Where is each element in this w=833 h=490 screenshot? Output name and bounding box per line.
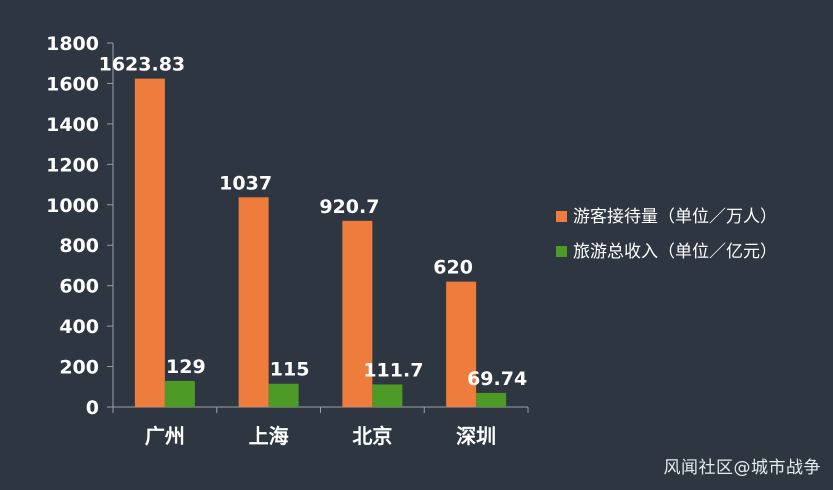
data-label: 920.7 — [319, 196, 379, 218]
data-label: 129 — [166, 356, 206, 378]
legend-label: 游客接待量（单位／万人） — [573, 207, 777, 227]
y-tick-label: 1000 — [46, 195, 99, 217]
y-tick-label: 600 — [59, 276, 99, 298]
data-label: 1037 — [219, 172, 272, 194]
y-tick-label: 1400 — [46, 114, 99, 136]
watermark: 风闻社区@城市战争 — [663, 458, 821, 478]
data-label: 69.74 — [467, 368, 527, 390]
bar-revenue — [164, 380, 195, 407]
data-label: 620 — [433, 257, 473, 279]
bar-revenue — [372, 384, 403, 407]
y-tick-label: 0 — [86, 397, 99, 419]
bar-visitors — [342, 220, 373, 407]
bar-visitors — [134, 78, 165, 407]
x-category-label: 上海 — [249, 424, 289, 448]
y-axis: 0 200 400 600 800 1000 1200 1400 1600 1800 — [46, 33, 114, 419]
bar-revenue — [268, 383, 299, 407]
bar-revenue — [476, 392, 507, 407]
legend-swatch — [556, 211, 567, 222]
data-label: 1623.83 — [99, 54, 186, 76]
bar-visitors — [238, 197, 269, 407]
x-axis: 广州 上海 北京 深圳 — [112, 406, 529, 448]
y-tick-label: 800 — [59, 235, 99, 257]
y-tick-label: 1200 — [46, 154, 99, 176]
x-category-label: 北京 — [352, 424, 392, 448]
legend-swatch — [556, 246, 567, 257]
data-labels: 1623.83 129 1037 115 920.7 111.7 620 69.74 — [99, 54, 528, 390]
legend: 游客接待量（单位／万人） 旅游总收入（单位／亿元） — [556, 207, 777, 262]
data-label: 115 — [270, 359, 310, 381]
bars — [134, 78, 507, 407]
x-category-label: 广州 — [145, 424, 185, 448]
y-tick-label: 1600 — [46, 73, 99, 95]
x-category-label: 深圳 — [456, 424, 496, 448]
y-tick-label: 400 — [59, 316, 99, 338]
y-tick-label: 200 — [59, 357, 99, 379]
data-label: 111.7 — [363, 359, 423, 381]
bar-visitors — [446, 281, 477, 407]
legend-label: 旅游总收入（单位／亿元） — [573, 242, 777, 262]
y-tick-label: 1800 — [46, 33, 99, 55]
